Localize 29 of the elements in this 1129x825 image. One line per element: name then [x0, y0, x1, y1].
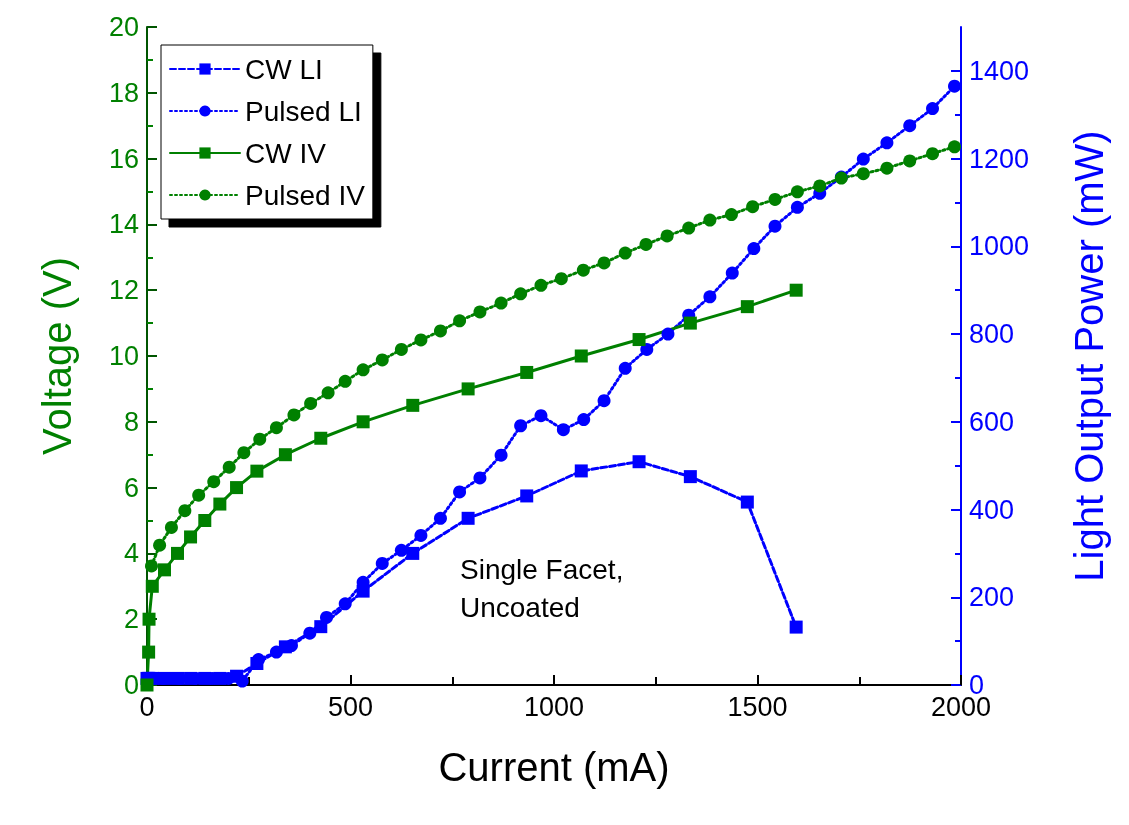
y2-tick-label: 200 — [969, 582, 1015, 613]
y2-tick-label: 600 — [969, 406, 1015, 437]
y-tick-label: 0 — [123, 670, 139, 700]
y-tick-label: 2 — [123, 604, 139, 635]
y2-tick-label: 1000 — [969, 231, 1030, 262]
y2-tick-label: 1400 — [969, 55, 1030, 86]
legend-label: Pulsed IV — [245, 179, 366, 211]
y2-axis-title: Light Output Power (mW) — [1067, 130, 1111, 582]
y2-tick-label: 1200 — [969, 143, 1030, 174]
y-tick-label: 20 — [108, 12, 139, 42]
y2-tick-label: 400 — [969, 494, 1015, 525]
annotation: Single Facet, Uncoated — [460, 553, 624, 623]
y-tick-label: 6 — [123, 472, 139, 503]
y-tick-label: 10 — [108, 341, 139, 371]
x-axis-title: Current (mA) — [438, 745, 670, 789]
x-tick-label: 1000 — [523, 691, 585, 722]
y-axis-title: Voltage (V) — [35, 257, 79, 455]
legend-label: CW LI — [245, 53, 323, 85]
y-tick-label: 18 — [108, 77, 139, 108]
y-tick-label: 12 — [108, 275, 139, 306]
y2-tick-label: 800 — [969, 319, 1015, 350]
y-tick-label: 16 — [108, 143, 139, 174]
x-tick-label: 500 — [327, 691, 374, 722]
x-tick-label: 1500 — [727, 691, 788, 722]
y-tick-label: 14 — [108, 209, 139, 240]
legend-label: CW IV — [245, 137, 327, 169]
legend-label: Pulsed LI — [245, 95, 362, 127]
y-tick-label: 8 — [123, 406, 139, 437]
y-tick-label: 4 — [123, 538, 139, 569]
